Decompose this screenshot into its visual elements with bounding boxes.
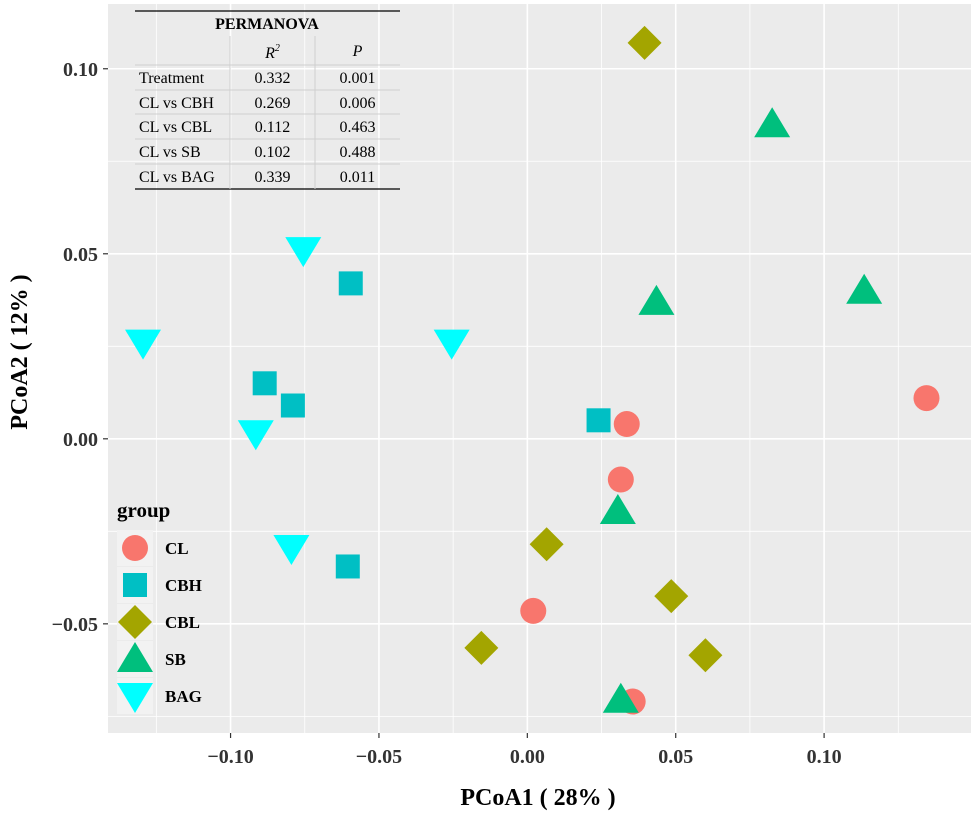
point-bag — [125, 329, 162, 360]
y-axis: −0.05 0.00 0.05 0.10 — [52, 59, 108, 636]
table-cell-label: Treatment — [139, 70, 205, 87]
table-cell-r2: 0.112 — [255, 119, 290, 136]
legend-label-bag: BAG — [165, 687, 202, 706]
point-bag — [285, 237, 322, 268]
legend-title: group — [117, 498, 170, 522]
x-tick-label: −0.10 — [207, 746, 253, 768]
x-tick-label: 0.10 — [807, 746, 842, 768]
point-cbh — [586, 408, 611, 433]
table-cell-r2: 0.339 — [255, 169, 291, 186]
table-cell-p: 0.001 — [340, 70, 376, 87]
table-cell-r2: 0.332 — [255, 70, 291, 87]
legend-label-sb: SB — [165, 650, 186, 669]
legend-label-cbl: CBL — [165, 613, 200, 632]
x-tick-label: 0.05 — [658, 746, 693, 768]
table-cell-p: 0.488 — [340, 144, 376, 161]
point-cbh — [252, 371, 277, 396]
y-tick-label: −0.05 — [52, 614, 98, 636]
table-cell-p: 0.006 — [340, 95, 376, 112]
grid-major — [108, 4, 971, 733]
point-cbh — [280, 393, 305, 418]
point-sb — [846, 273, 883, 304]
table-title: PERMANOVA — [215, 16, 319, 33]
point-cbl — [464, 630, 499, 665]
table-cell-label: CL vs SB — [139, 144, 201, 161]
table-cell-p: 0.463 — [340, 119, 376, 136]
table-cell-label: CL vs BAG — [139, 169, 215, 186]
point-cbl — [654, 579, 689, 614]
table-header-superscript: 2 — [275, 43, 280, 54]
legend-key-cl — [122, 535, 148, 561]
point-sb — [602, 682, 639, 713]
table-header-p: P — [352, 43, 363, 60]
point-cl — [913, 385, 940, 412]
x-axis: −0.10 −0.05 0.00 0.05 0.10 — [207, 733, 842, 768]
point-sb — [754, 107, 791, 138]
data-points — [125, 25, 940, 715]
y-tick-label: 0.00 — [63, 429, 98, 451]
point-cbh — [338, 271, 363, 296]
table-cell-r2: 0.269 — [255, 95, 291, 112]
x-axis-title: PCoA1 ( 28% ) — [460, 785, 615, 811]
legend-key-sb — [117, 642, 153, 672]
table-cell-label: CL vs CBL — [139, 119, 212, 136]
point-sb — [638, 284, 675, 315]
legend-key-bag — [117, 683, 153, 713]
point-cl — [520, 597, 547, 624]
legend-label-cl: CL — [165, 539, 189, 558]
y-tick-label: 0.10 — [63, 59, 98, 81]
legend: group CL CBH CBL SB BAG — [117, 498, 202, 714]
point-cl — [613, 411, 640, 438]
point-cbl — [627, 25, 662, 60]
table-cell-label: CL vs CBH — [139, 95, 214, 112]
point-cbl — [688, 638, 723, 673]
point-cbh — [335, 554, 360, 579]
point-bag — [273, 534, 310, 565]
y-axis-title: PCoA2 ( 12% ) — [7, 274, 33, 429]
point-cbl — [529, 527, 564, 562]
legend-key-cbl — [118, 605, 152, 639]
point-cl — [607, 466, 634, 493]
point-bag — [237, 420, 274, 451]
point-sb — [599, 493, 636, 524]
grid-minor — [108, 4, 971, 733]
x-tick-label: 0.00 — [510, 746, 545, 768]
point-bag — [433, 329, 470, 360]
table-cell-p: 0.011 — [340, 169, 375, 186]
y-tick-label: 0.05 — [63, 244, 98, 266]
legend-key-cbh — [123, 573, 147, 597]
legend-label-cbh: CBH — [165, 576, 202, 595]
x-tick-label: −0.05 — [356, 746, 402, 768]
table-cell-r2: 0.102 — [255, 144, 291, 161]
